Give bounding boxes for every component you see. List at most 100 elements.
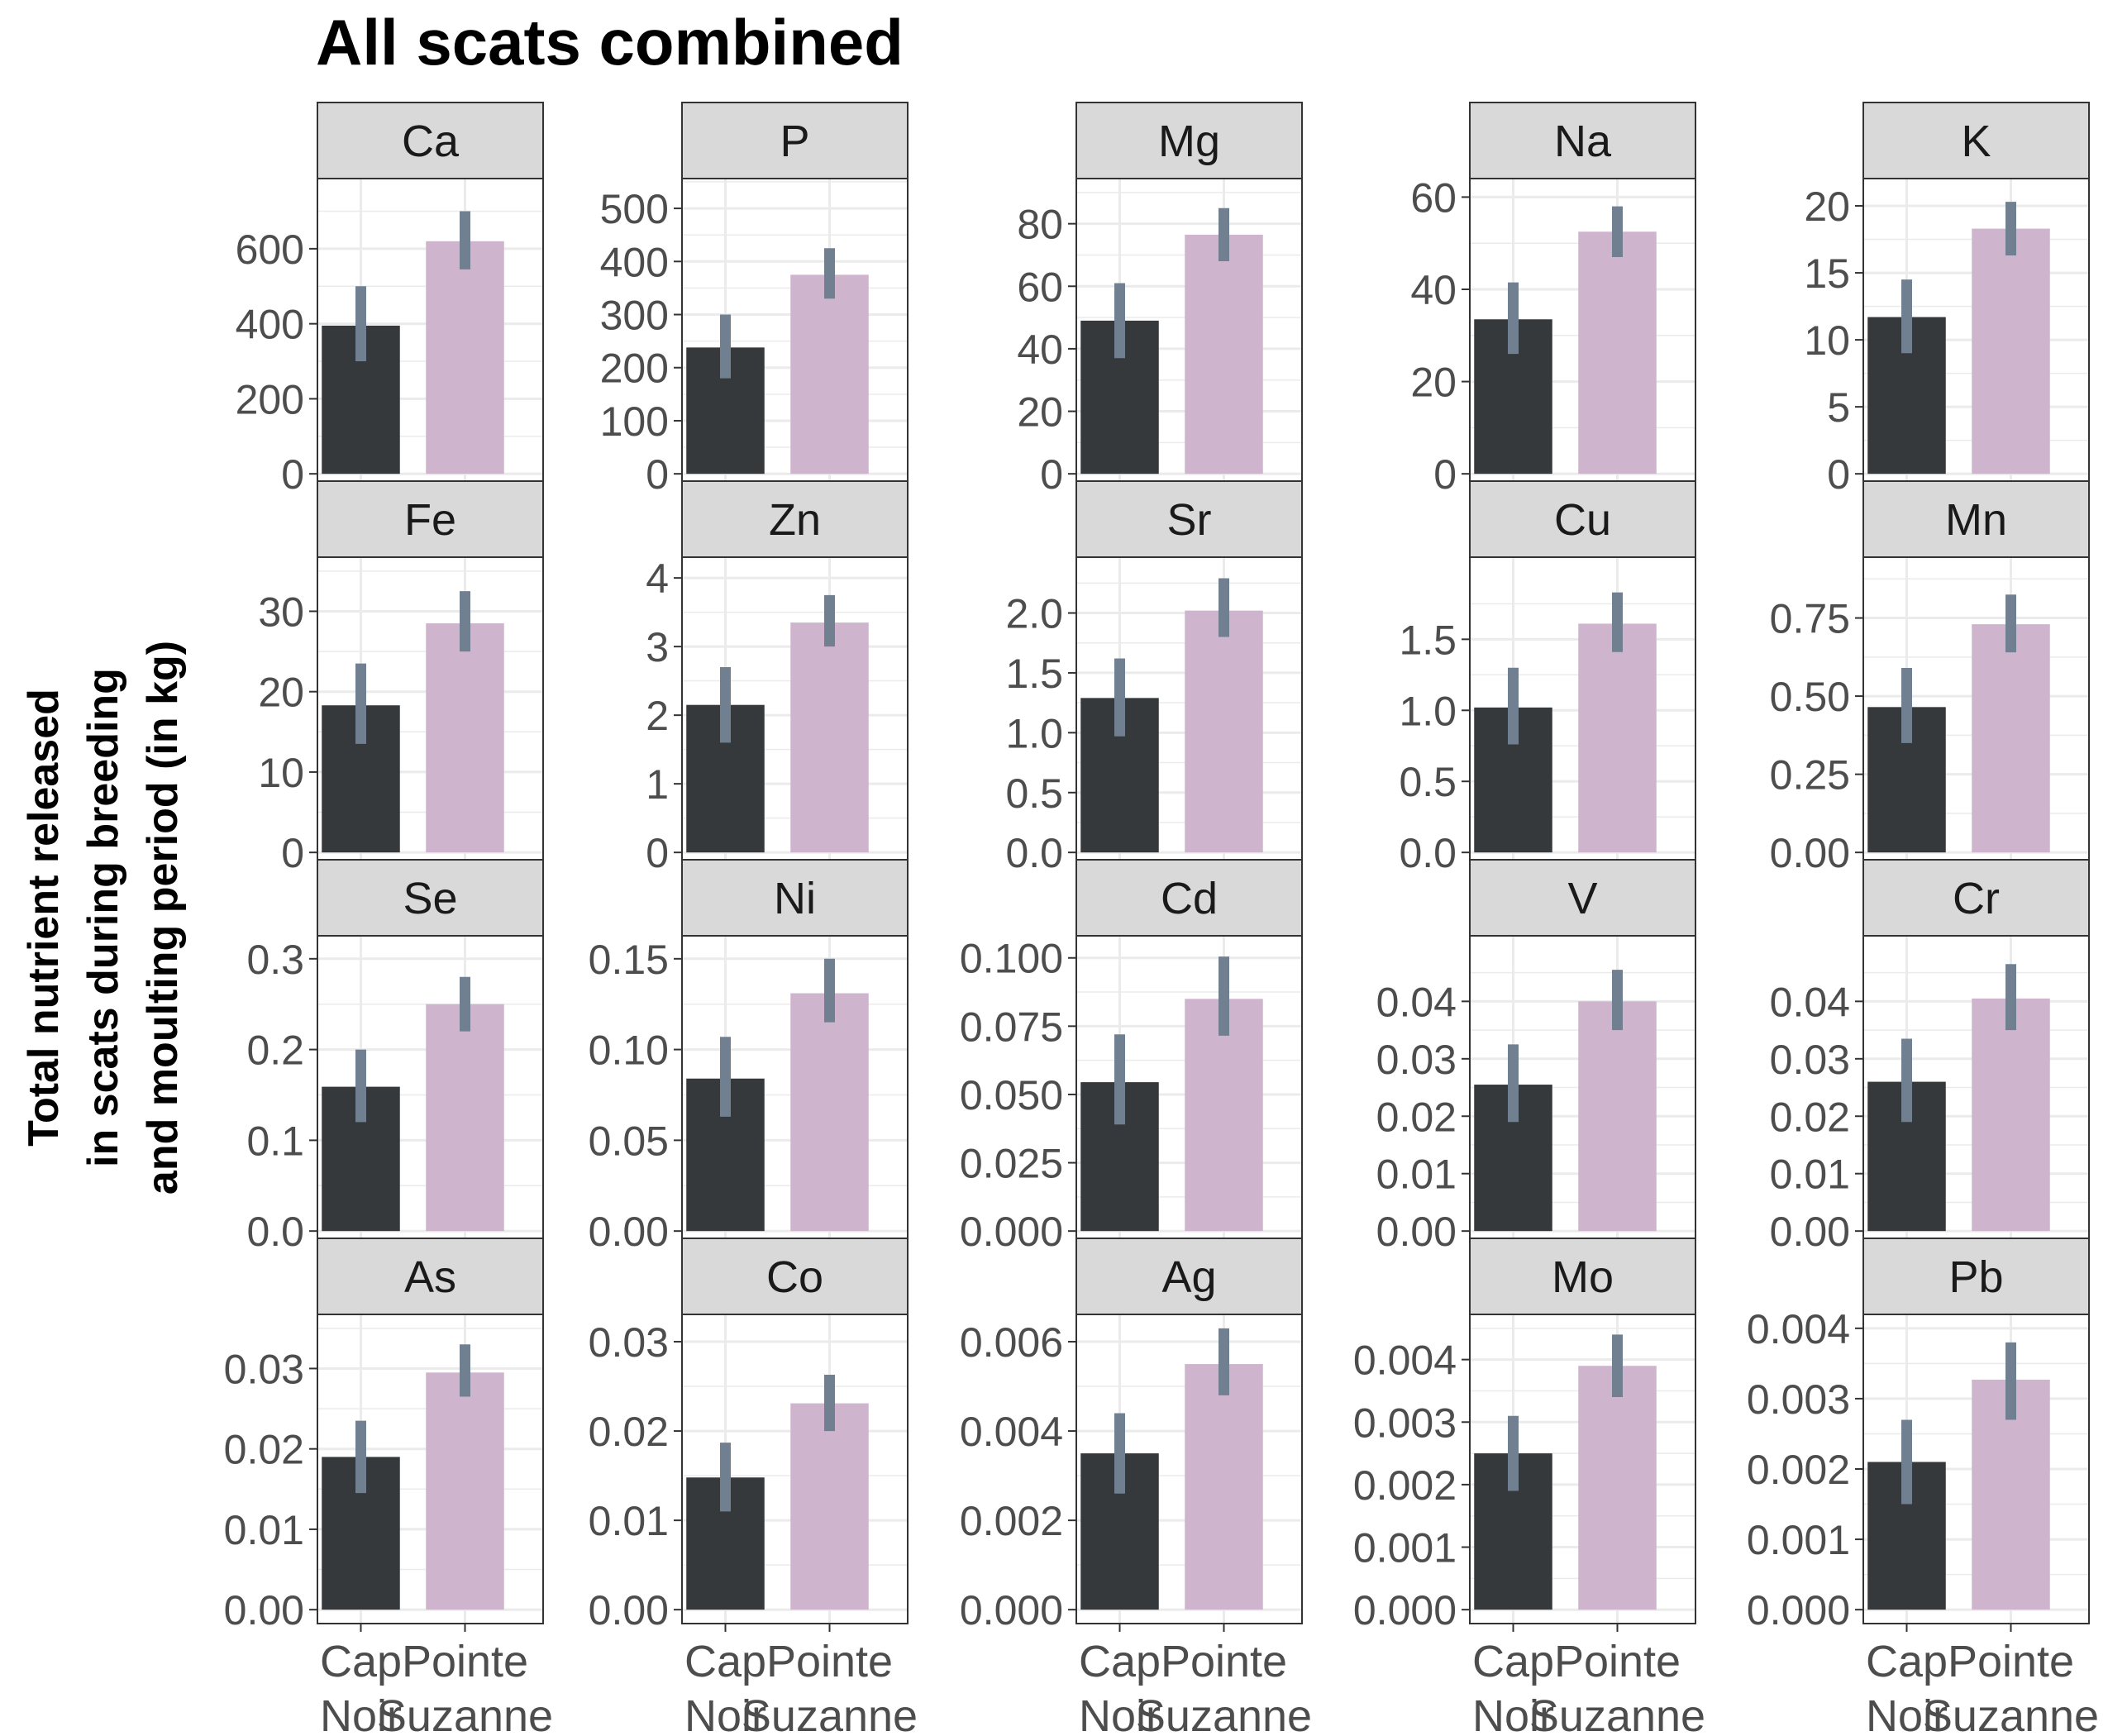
facet-label-ni: Ni [774, 874, 816, 923]
y-tick-label: 60 [1017, 264, 1063, 310]
y-tick-label: 0.5 [1399, 759, 1457, 805]
panel-mo: Mo 0.000 0.001 0.002 0.003 0.004 Cap NoirPointe… [1353, 1238, 1705, 1736]
y-tick-label: 0.004 [1747, 1306, 1850, 1352]
y-tick-label: 30 [258, 589, 304, 635]
facet-strip-p [681, 102, 909, 179]
y-tick-label: 0 [1040, 451, 1063, 498]
facet-strip-k [1862, 102, 2090, 179]
x-tick-label-cap-noir: Cap [1472, 1637, 1554, 1686]
y-tick-label: 400 [236, 302, 304, 348]
x-tick-label-pointe-suzanne: Pointe [766, 1637, 893, 1686]
y-tick-label: 200 [600, 346, 669, 392]
x-tick-label-pointe-suzanne: Suzanne [1529, 1691, 1705, 1736]
y-tick-label: 0.03 [589, 1319, 669, 1366]
y-tick-label: 0.50 [1770, 674, 1850, 720]
facet-label-co: Co [766, 1252, 823, 1302]
panel-na: Na 0 20 40 60 [1410, 102, 1696, 498]
facet-label-cr: Cr [1953, 874, 2000, 923]
x-tick-label-cap-noir: Noir [684, 1691, 766, 1736]
facet-label-mn: Mn [1945, 495, 2007, 545]
facet-label-k: K [1961, 117, 1991, 166]
y-tick-label: 0.00 [589, 1209, 669, 1255]
panel-v: V 0.00 0.01 0.02 0.03 0.04 [1376, 859, 1696, 1255]
y-tick-label: 0.00 [589, 1587, 669, 1633]
y-tick-label: 400 [600, 239, 669, 285]
facet-strip-ca [317, 102, 544, 179]
y-tick-label: 0.025 [960, 1141, 1063, 1187]
y-tick-label: 0.000 [1747, 1587, 1850, 1633]
y-tick-label: 10 [258, 750, 304, 796]
y-tick-label: 0.002 [1353, 1462, 1457, 1509]
panel-border-ag [1075, 1314, 1303, 1624]
x-tick-label-pointe-suzanne: Suzanne [377, 1691, 553, 1736]
facet-label-se: Se [403, 874, 457, 923]
y-tick-label: 0.2 [246, 1028, 304, 1074]
y-tick-label: 0.01 [224, 1507, 304, 1553]
bar-pointe-suzanne-se [426, 1004, 504, 1232]
panel-cd: Cd 0.000 0.025 0.050 0.075 0.100 [960, 859, 1303, 1255]
x-tick-label-pointe-suzanne: Suzanne [1923, 1691, 2099, 1736]
y-tick-label: 4 [646, 556, 669, 602]
y-tick-label: 0.00 [224, 1587, 304, 1633]
x-tick-label-cap-noir: Noir [1472, 1691, 1554, 1736]
y-tick-label: 0.02 [589, 1409, 669, 1455]
y-tick-label: 0.002 [1747, 1447, 1850, 1493]
facet-strip-pb [1862, 1238, 2090, 1315]
facet-label-ca: Ca [402, 117, 460, 166]
y-tick-label: 0.004 [1353, 1338, 1457, 1384]
y-tick-label: 600 [236, 227, 304, 273]
y-tick-label: 0.004 [960, 1409, 1063, 1455]
y-axis-label-line-3: and moulting period (in kg) [139, 641, 187, 1195]
panel-cu: Cu 0.0 0.5 1.0 1.5 [1399, 480, 1696, 876]
facet-label-sr: Sr [1167, 495, 1212, 545]
y-tick-label: 500 [600, 186, 669, 232]
y-tick-label: 0.5 [1005, 770, 1063, 817]
y-tick-label: 0.15 [589, 937, 669, 983]
y-tick-label: 1 [646, 761, 669, 808]
facet-strip-cr [1862, 859, 2090, 937]
y-tick-label: 1.5 [1005, 651, 1063, 697]
panel-fe: Fe 0 10 20 30 [258, 480, 544, 876]
x-tick-label-cap-noir: Cap [684, 1637, 766, 1686]
y-tick-label: 0.02 [224, 1427, 304, 1473]
y-tick-label: 300 [600, 293, 669, 339]
facet-label-cu: Cu [1554, 495, 1611, 545]
y-tick-label: 0.0 [246, 1209, 304, 1255]
panel-border-as [317, 1314, 544, 1624]
facet-label-zn: Zn [769, 495, 821, 545]
y-tick-label: 0.01 [1376, 1152, 1457, 1198]
panel-cr: Cr 0.00 0.01 0.02 0.03 0.04 [1770, 859, 2090, 1255]
y-tick-label: 0 [646, 830, 669, 876]
bar-pointe-suzanne-p [790, 274, 869, 475]
y-tick-label: 0.03 [1376, 1037, 1457, 1083]
y-tick-label: 20 [1804, 184, 1850, 230]
y-tick-label: 5 [1827, 384, 1850, 431]
facet-strip-sr [1075, 480, 1303, 558]
y-tick-label: 40 [1017, 327, 1063, 373]
bar-pointe-suzanne-ag [1185, 1364, 1263, 1610]
y-tick-label: 1.0 [1005, 710, 1063, 756]
y-tick-label: 0.0 [1005, 830, 1063, 876]
y-tick-label: 0.75 [1770, 596, 1850, 642]
y-tick-label: 3 [646, 624, 669, 670]
y-tick-label: 0.02 [1376, 1094, 1457, 1140]
facet-label-as: As [404, 1252, 456, 1302]
y-tick-label: 0.000 [1353, 1587, 1457, 1633]
bar-pointe-suzanne-ni [790, 993, 869, 1232]
y-tick-label: 0.0 [1399, 830, 1457, 876]
y-tick-label: 0.05 [589, 1118, 669, 1164]
bar-pointe-suzanne-zn [790, 622, 869, 853]
y-tick-label: 0.3 [246, 937, 304, 983]
bar-pointe-suzanne-co [790, 1403, 869, 1610]
facet-label-fe: Fe [404, 495, 456, 545]
facet-strip-fe [317, 480, 544, 558]
y-tick-label: 0.00 [1770, 1209, 1850, 1255]
x-tick-label-pointe-suzanne: Pointe [1161, 1637, 1287, 1686]
facet-label-mo: Mo [1552, 1252, 1614, 1302]
y-tick-label: 2.0 [1005, 591, 1063, 637]
facet-strip-co [681, 1238, 909, 1315]
x-tick-label-cap-noir: Noir [320, 1691, 402, 1736]
y-tick-label: 0.00 [1770, 830, 1850, 876]
